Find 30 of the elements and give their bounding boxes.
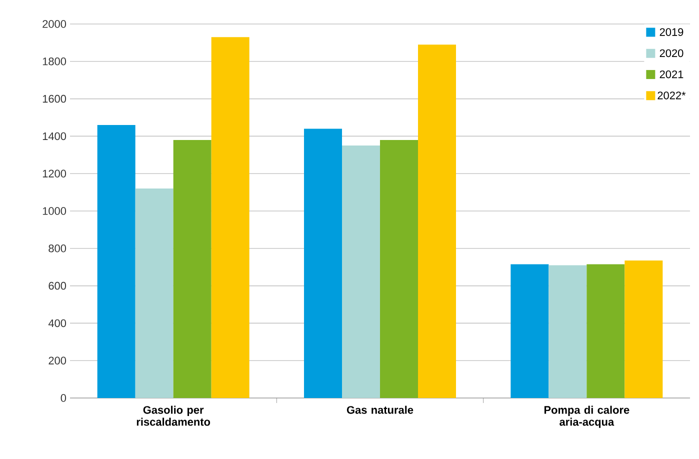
bar [586, 264, 625, 398]
legend-label: 2019 [660, 28, 684, 36]
y-tick-label: 1200 [42, 170, 66, 178]
x-tick-label: Pompa di calore aria-acqua [544, 406, 630, 428]
y-tick-label: 800 [48, 244, 66, 252]
legend-label: 2020 [660, 49, 684, 58]
bar [135, 188, 174, 398]
y-tick-label: 200 [48, 356, 66, 364]
legend-label: 2022* [658, 92, 686, 100]
bar [510, 264, 549, 398]
bar [418, 44, 456, 398]
bar [97, 124, 136, 398]
y-tick-label: 1000 [42, 207, 66, 215]
y-tick-label: 0 [60, 394, 66, 402]
bar [342, 146, 380, 398]
bar [624, 260, 663, 398]
y-tick-label: 1600 [42, 94, 66, 103]
bar [548, 265, 587, 398]
y-tick-label: 600 [48, 282, 66, 290]
x-tick-label: Gasolio per riscaldamento [136, 406, 210, 426]
y-tick-label: 2000 [42, 20, 66, 28]
bar [211, 37, 250, 398]
y-tick-label: 1400 [42, 132, 66, 140]
x-tick-label: Gas naturale [346, 406, 414, 414]
y-tick-label: 400 [48, 319, 66, 328]
legend-label: 2021 [660, 70, 684, 78]
bar [304, 128, 342, 398]
bar [173, 140, 212, 398]
y-tick-label: 1800 [42, 58, 66, 66]
bar [380, 140, 418, 398]
